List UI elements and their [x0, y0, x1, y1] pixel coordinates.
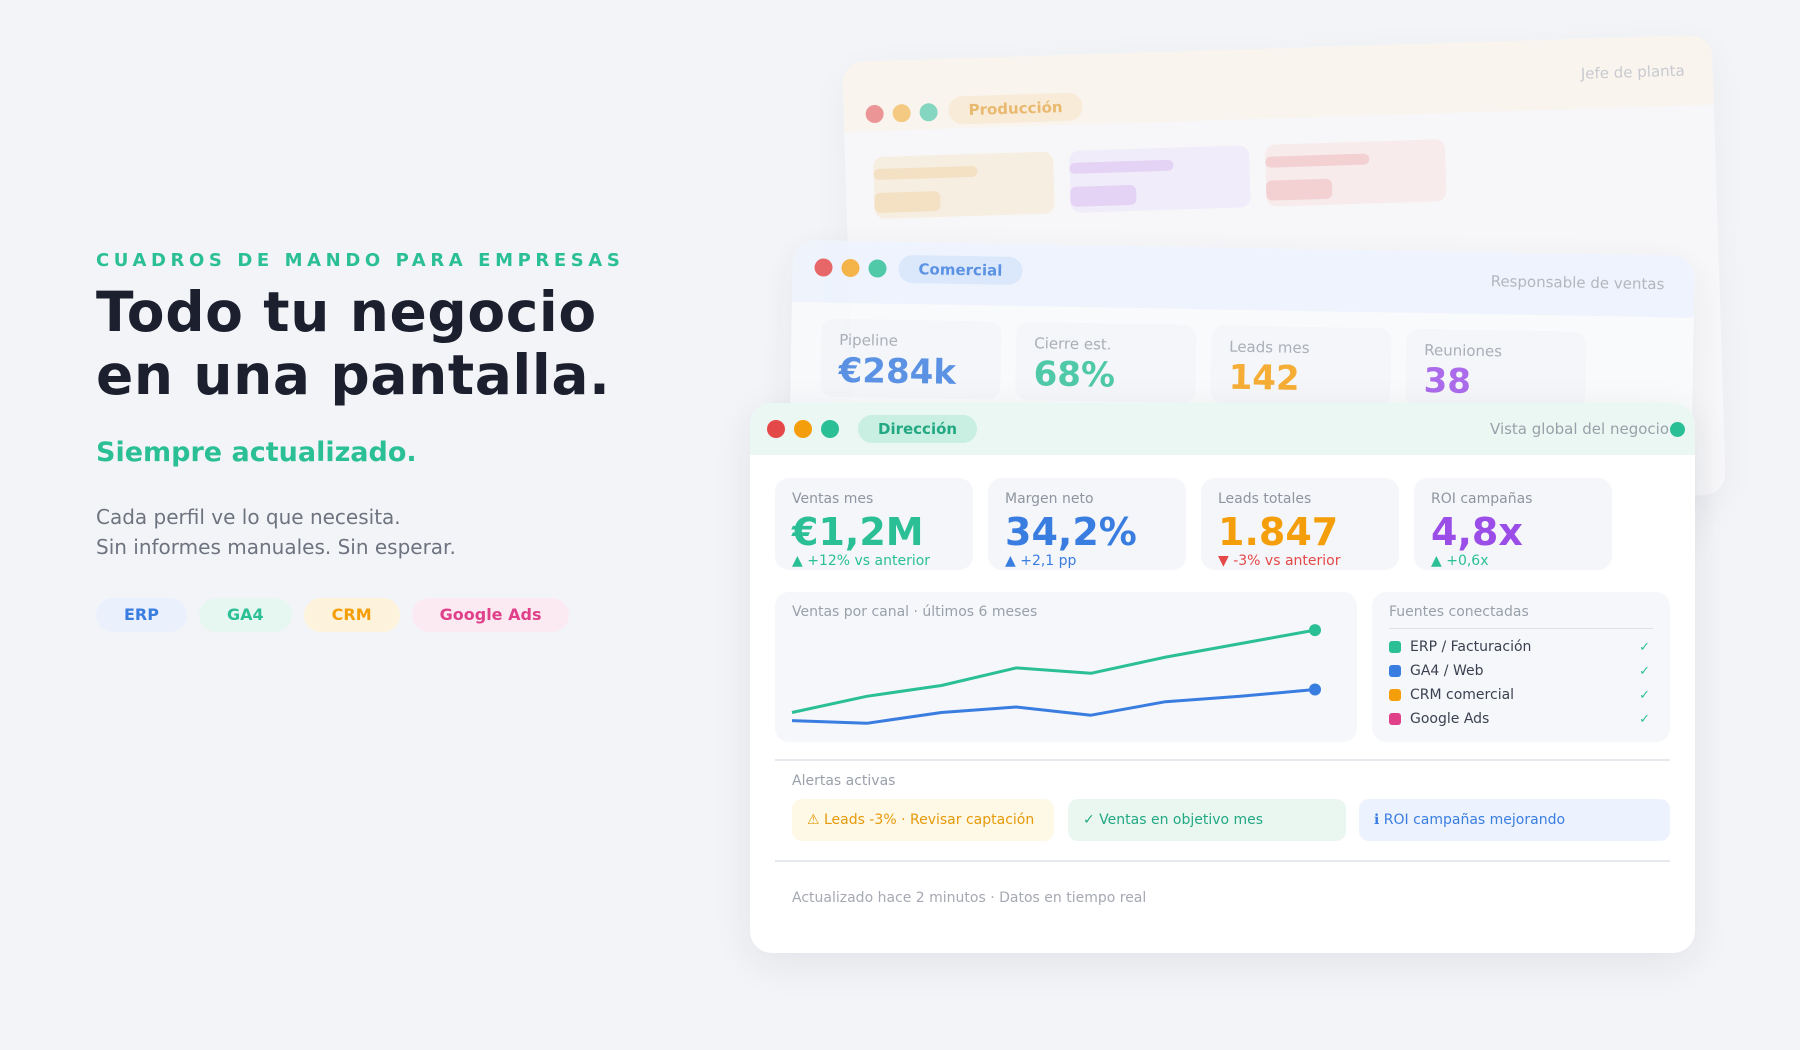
kpi-label: ROI campañas: [1431, 491, 1533, 507]
kpi-label: Leads mes: [1229, 337, 1310, 358]
source-item-crm: CRM comercial: [1389, 687, 1514, 703]
sources-panel: Fuentes conectadas ERP / Facturación ✓ G…: [1372, 592, 1670, 742]
chart-title: Ventas por canal · últimos 6 meses: [792, 604, 1038, 620]
chip-erp: ERP: [96, 598, 187, 632]
kpi-value: 142: [1228, 357, 1300, 399]
chip-google-ads: Google Ads: [411, 598, 570, 632]
sources-title: Fuentes conectadas: [1389, 604, 1529, 620]
kpi-card-roi[interactable]: ROI campañas 4,8x ▲ +0,6x: [1414, 478, 1612, 570]
sales-chart-panel: Ventas por canal · últimos 6 meses: [775, 592, 1357, 742]
series-line-2: [791, 688, 1316, 725]
divider: [775, 759, 1670, 761]
kpi-delta: ▲ +12% vs anterior: [792, 553, 931, 569]
google-ads-square-icon: [1389, 713, 1401, 725]
kpi-card-leads[interactable]: Leads totales 1.847 ▼ -3% vs anterior: [1201, 478, 1399, 570]
kpi-label: Pipeline: [839, 330, 899, 350]
kpi-label: Reuniones: [1424, 341, 1503, 361]
kpi-value: 1.847: [1218, 510, 1339, 554]
subheadline: Siempre actualizado.: [96, 437, 417, 468]
series-end-point-1: [1309, 624, 1321, 637]
check-icon: ✓: [1639, 688, 1650, 703]
kpi-card-pipeline: Pipeline €284k: [820, 318, 1002, 400]
headline: Todo tu negocio en una pantalla.: [96, 281, 656, 407]
kpi-card-margen[interactable]: Margen neto 34,2% ▲ +2,1 pp: [988, 478, 1186, 570]
skeleton-card: [1068, 145, 1251, 213]
window-direccion-titlebar: Dirección Vista global del negocio: [750, 403, 1695, 455]
kpi-value: 4,8x: [1431, 510, 1523, 554]
skeleton-card: [1264, 139, 1447, 207]
minimize-dot-icon: [841, 258, 860, 278]
check-icon: ✓: [1639, 712, 1650, 727]
source-name: ERP / Facturación: [1410, 639, 1532, 655]
kpi-value: €1,2M: [792, 510, 924, 554]
divider: [775, 860, 1670, 862]
source-item-google-ads: Google Ads: [1389, 711, 1489, 727]
series-line-1: [791, 628, 1316, 714]
integration-chips: ERP GA4 CRM Google Ads: [96, 598, 570, 632]
check-icon: ✓: [1639, 640, 1650, 655]
kpi-card-cierre: Cierre est. 68%: [1015, 321, 1197, 404]
kpi-label: Cierre est.: [1034, 334, 1112, 354]
description: Cada perfil ve lo que necesita. Sin info…: [96, 502, 656, 562]
tag-produccion: Producción: [948, 92, 1083, 125]
headline-line-1: Todo tu negocio: [96, 280, 597, 344]
kpi-card-reuniones: Reuniones 38: [1405, 328, 1587, 410]
maximize-dot-icon[interactable]: [821, 420, 839, 438]
source-name: Google Ads: [1410, 711, 1490, 727]
source-name: GA4 / Web: [1410, 663, 1484, 679]
live-status-icon: [1670, 422, 1685, 437]
role-label: Jefe de planta: [1580, 61, 1685, 83]
role-label: Vista global del negocio: [1490, 420, 1669, 438]
tag-comercial: Comercial: [898, 254, 1023, 286]
kpi-label: Leads totales: [1218, 491, 1312, 507]
update-status: Actualizado hace 2 minutos · Datos en ti…: [792, 890, 1147, 906]
skeleton-card: [873, 151, 1055, 220]
kpi-label: Ventas mes: [792, 491, 874, 507]
chip-crm: CRM: [303, 598, 400, 632]
erp-square-icon: [1389, 641, 1401, 653]
kpi-card-ventas[interactable]: Ventas mes €1,2M ▲ +12% vs anterior: [775, 478, 973, 570]
maximize-dot-icon: [868, 259, 887, 278]
close-dot-icon: [865, 104, 884, 124]
alert-leads[interactable]: ⚠ Leads -3% · Revisar captación: [792, 799, 1054, 841]
sales-line-chart: [791, 624, 1321, 725]
alert-ventas[interactable]: ✓ Ventas en objetivo mes: [1068, 799, 1346, 841]
description-line-1: Cada perfil ve lo que necesita.: [96, 505, 401, 529]
maximize-dot-icon: [919, 103, 938, 122]
kpi-value: 34,2%: [1005, 510, 1137, 554]
ga4-square-icon: [1389, 665, 1401, 677]
alerts-title: Alertas activas: [792, 773, 896, 789]
window-direccion: Dirección Vista global del negocio Venta…: [750, 403, 1695, 953]
headline-line-2: en una pantalla.: [96, 343, 611, 407]
kpi-value: €284k: [838, 350, 957, 393]
source-item-erp: ERP / Facturación: [1389, 639, 1531, 655]
tab-direccion[interactable]: Dirección: [858, 415, 978, 443]
series-end-point-2: [1309, 683, 1321, 696]
hero-section: CUADROS DE MANDO PARA EMPRESAS Todo tu n…: [96, 250, 656, 632]
minimize-dot-icon[interactable]: [794, 420, 812, 438]
kpi-value: 38: [1423, 361, 1472, 402]
eyebrow-text: CUADROS DE MANDO PARA EMPRESAS: [96, 250, 625, 271]
window-produccion-titlebar: Producción Jefe de planta: [842, 34, 1714, 132]
kpi-card-leads: Leads mes 142: [1210, 325, 1392, 407]
description-line-2: Sin informes manuales. Sin esperar.: [96, 535, 456, 559]
kpi-value: 68%: [1033, 354, 1116, 396]
crm-square-icon: [1389, 689, 1401, 701]
kpi-label: Margen neto: [1005, 491, 1094, 507]
alert-roi[interactable]: ℹ ROI campañas mejorando: [1359, 799, 1670, 841]
kpi-delta: ▲ +2,1 pp: [1005, 553, 1077, 569]
chip-ga4: GA4: [198, 598, 292, 632]
kpi-delta: ▲ +0,6x: [1431, 553, 1489, 569]
check-icon: ✓: [1639, 664, 1650, 679]
divider: [1389, 628, 1653, 629]
kpi-delta: ▼ -3% vs anterior: [1218, 553, 1341, 569]
source-item-ga4: GA4 / Web: [1389, 663, 1483, 679]
role-label: Responsable de ventas: [1490, 272, 1665, 294]
minimize-dot-icon: [892, 103, 911, 123]
close-dot-icon[interactable]: [767, 420, 785, 438]
close-dot-icon: [814, 258, 833, 277]
source-name: CRM comercial: [1410, 687, 1515, 703]
